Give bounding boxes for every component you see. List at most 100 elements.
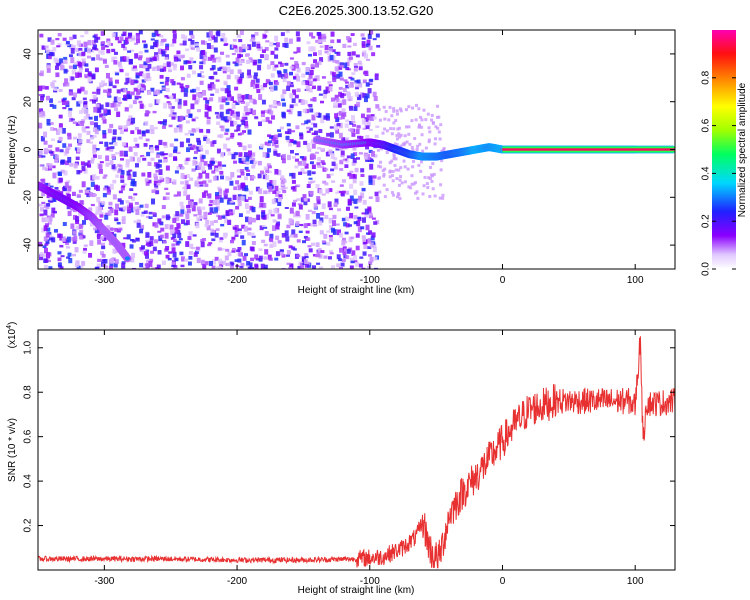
heatmap-cell xyxy=(179,213,184,217)
heatmap-cell xyxy=(121,185,126,188)
heatmap-cell xyxy=(96,233,101,240)
heatmap-cell xyxy=(364,213,369,218)
heatmap-cell xyxy=(250,257,255,262)
heatmap-cell xyxy=(159,81,164,84)
heatmap-cell xyxy=(191,247,196,250)
heatmap-cell xyxy=(159,40,164,46)
heatmap-cell xyxy=(97,258,102,262)
heatmap-cell xyxy=(263,34,268,38)
heatmap-cell xyxy=(259,54,264,59)
heatmap-cell xyxy=(55,72,60,78)
heatmap-cell xyxy=(337,208,342,212)
heatmap-cell xyxy=(188,255,193,260)
heatmap-cell xyxy=(83,102,88,107)
heatmap-cell xyxy=(111,32,116,38)
heatmap-cell xyxy=(368,261,373,265)
heatmap-cell xyxy=(362,199,367,205)
heatmap-cell xyxy=(241,48,246,53)
heatmap-cell xyxy=(337,117,342,120)
heatmap-cell xyxy=(195,222,200,229)
y-tick-label: 20 xyxy=(23,96,34,108)
heatmap-cell xyxy=(304,256,309,259)
heatmap-cell xyxy=(128,104,133,109)
heatmap-cell xyxy=(385,129,389,133)
heatmap-cell xyxy=(195,43,200,47)
heatmap-cell xyxy=(121,263,126,269)
heatmap-cell xyxy=(262,171,267,175)
heatmap-cell xyxy=(288,38,293,44)
heatmap-cell xyxy=(108,201,113,206)
heatmap-cell xyxy=(263,256,268,260)
heatmap-cell xyxy=(52,172,57,179)
heatmap-cell xyxy=(214,266,219,269)
heatmap-cell xyxy=(343,62,348,69)
heatmap-cell xyxy=(184,210,189,215)
heatmap-cell xyxy=(67,185,72,192)
steady-tone-core xyxy=(502,148,675,151)
heatmap-cell xyxy=(190,39,195,45)
heatmap-cell xyxy=(38,93,43,97)
heatmap-cell xyxy=(332,59,337,63)
heatmap-cell xyxy=(72,253,77,257)
colorbar-tick-label: 0.8 xyxy=(701,70,712,84)
heatmap-cell xyxy=(274,198,279,203)
heatmap-cell xyxy=(188,38,193,42)
heatmap-cell xyxy=(103,174,108,177)
heatmap-cell xyxy=(82,97,87,101)
heatmap-cell xyxy=(345,255,350,260)
colorbar-tick-label: 0.4 xyxy=(701,166,712,180)
heatmap-cell xyxy=(207,179,212,183)
heatmap-cell xyxy=(268,165,273,169)
heatmap-cell xyxy=(395,137,399,141)
heatmap-cell xyxy=(115,79,120,84)
heatmap-cell xyxy=(214,207,219,213)
heatmap-cell xyxy=(54,186,59,190)
heatmap-cell xyxy=(177,98,182,105)
heatmap-cell xyxy=(399,166,403,170)
heatmap-cell xyxy=(68,91,73,96)
heatmap-cell xyxy=(298,161,303,166)
heatmap-cell xyxy=(247,216,252,223)
heatmap-cell xyxy=(46,259,51,263)
heatmap-cell xyxy=(238,98,243,101)
heatmap-cell xyxy=(234,152,239,156)
heatmap-cell xyxy=(161,155,166,158)
heatmap-cell xyxy=(157,250,162,255)
heatmap-cell xyxy=(104,212,109,216)
heatmap-cell xyxy=(266,190,271,194)
heatmap-cell xyxy=(211,65,216,70)
heatmap-cell xyxy=(118,167,123,170)
heatmap-cell xyxy=(394,157,398,161)
heatmap-cell xyxy=(78,47,83,51)
heatmap-cell xyxy=(229,180,234,186)
heatmap-cell xyxy=(189,44,194,50)
heatmap-cell xyxy=(194,180,199,186)
heatmap-cell xyxy=(177,240,182,244)
heatmap-cell xyxy=(78,211,83,217)
heatmap-cell xyxy=(100,50,105,55)
heatmap-cell xyxy=(216,30,221,37)
heatmap-cell xyxy=(365,224,370,231)
heatmap-cell xyxy=(441,193,445,197)
heatmap-cell xyxy=(229,96,234,101)
heatmap-cell xyxy=(267,254,272,260)
heatmap-cell xyxy=(428,165,432,169)
heatmap-cell xyxy=(107,186,112,193)
heatmap-cell xyxy=(355,86,360,90)
heatmap-cell xyxy=(237,175,242,178)
heatmap-cell xyxy=(362,251,367,256)
heatmap-cell xyxy=(96,105,101,110)
heatmap-cell xyxy=(151,212,156,215)
heatmap-cell xyxy=(355,233,360,238)
heatmap-cell xyxy=(247,232,252,236)
heatmap-cell xyxy=(45,95,50,101)
heatmap-cell xyxy=(349,174,354,180)
heatmap-cell xyxy=(281,184,286,191)
heatmap-cell xyxy=(244,203,249,209)
heatmap-cell xyxy=(75,122,80,126)
heatmap-cell xyxy=(366,153,371,158)
heatmap-cell xyxy=(404,108,408,112)
heatmap-cell xyxy=(186,173,191,179)
heatmap-cell xyxy=(155,54,160,61)
